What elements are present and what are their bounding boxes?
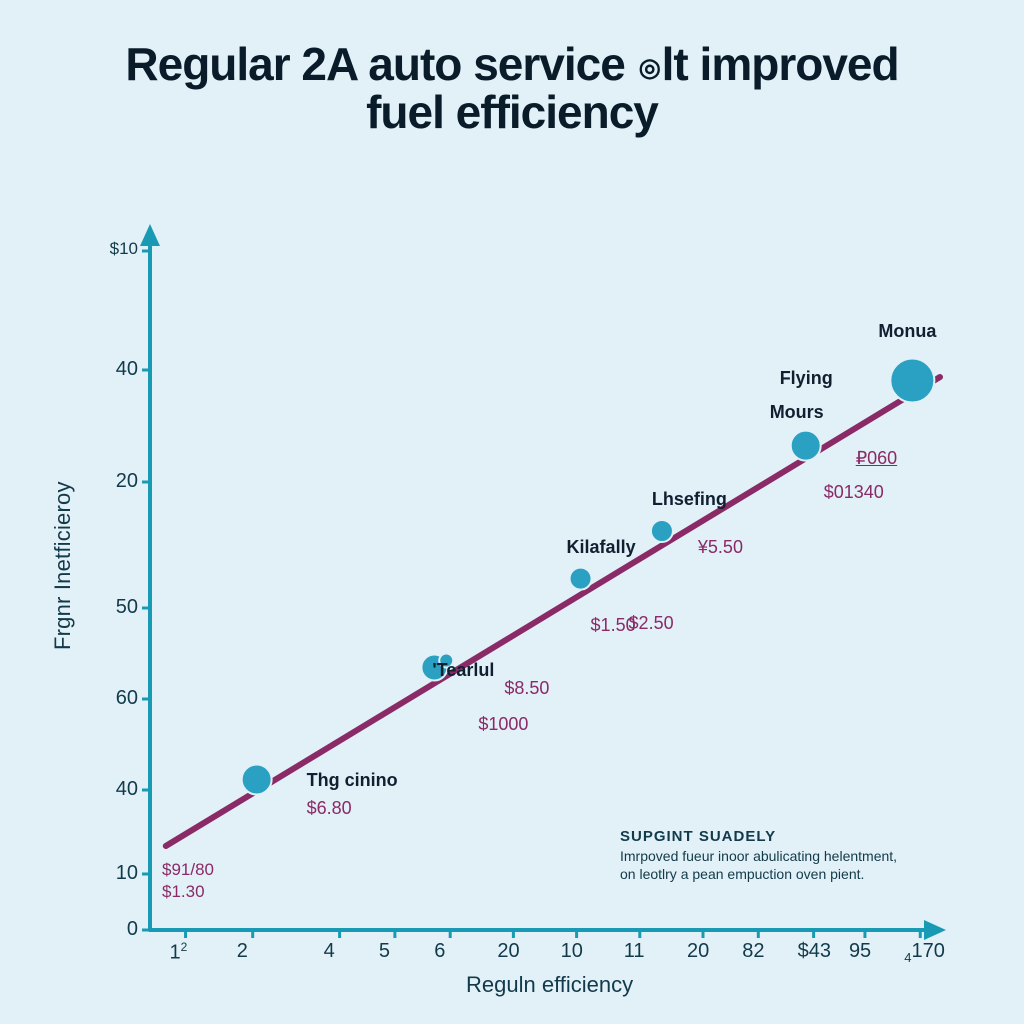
point-extra-value: $2.50 xyxy=(629,613,674,634)
x-tick-label: 20 xyxy=(497,940,519,963)
point-below-value: $91/80 xyxy=(162,860,214,880)
caption-body: Imrpoved fueur inoor abulicating helentm… xyxy=(620,848,897,883)
x-tick-label: 12 xyxy=(170,940,188,965)
y-tick-label: 40 xyxy=(78,778,138,801)
y-tick-label: 40 xyxy=(78,358,138,381)
y-tick-label: 60 xyxy=(78,687,138,710)
point-value: ¥5.50 xyxy=(698,537,743,558)
x-tick-label: 10 xyxy=(561,940,583,963)
x-tick-label: 5 xyxy=(379,940,390,963)
point-extra-value: ₽060 xyxy=(856,448,897,469)
page: Regular 2A auto service ◎ lt improved fu… xyxy=(0,0,1024,1024)
x-tick-label: $43 xyxy=(798,940,831,963)
point-extra-value: $1000 xyxy=(478,714,528,735)
x-tick-label: 4170 xyxy=(904,940,945,965)
x-tick-label: 4 xyxy=(324,940,335,963)
x-tick-label: 20 xyxy=(687,940,709,963)
x-tick-label: 95 xyxy=(849,940,871,963)
y-tick-label: 20 xyxy=(78,470,138,493)
point-label: Mours xyxy=(770,402,824,423)
point-label: Flying xyxy=(780,368,833,389)
y-tick-label: $10 xyxy=(78,239,138,259)
x-tick-label: 2 xyxy=(237,940,248,963)
point-label: Lhsefing xyxy=(652,489,727,510)
point-label: Monua xyxy=(878,321,936,342)
point-value: $01340 xyxy=(824,482,884,503)
point-label: Thg cinino xyxy=(307,770,398,791)
point-value: $6.80 xyxy=(307,798,352,819)
x-tick-label: 6 xyxy=(434,940,445,963)
x-tick-label: 82 xyxy=(742,940,764,963)
x-tick-label: 11 xyxy=(624,940,645,963)
point-label: 'Tearlul xyxy=(432,660,494,681)
y-tick-label: 0 xyxy=(78,918,138,941)
y-tick-label: 50 xyxy=(78,596,138,619)
y-tick-label: 10 xyxy=(78,862,138,885)
caption-title: SUPGINT SUADELY xyxy=(620,828,776,845)
point-below-value: $1.30 xyxy=(162,882,205,902)
point-value: $8.50 xyxy=(504,678,549,699)
point-label: Kilafally xyxy=(567,537,636,558)
y-axis-label: Frgnr Inetficieroy xyxy=(50,481,76,650)
x-axis-label: Reguln efficiency xyxy=(466,972,633,998)
